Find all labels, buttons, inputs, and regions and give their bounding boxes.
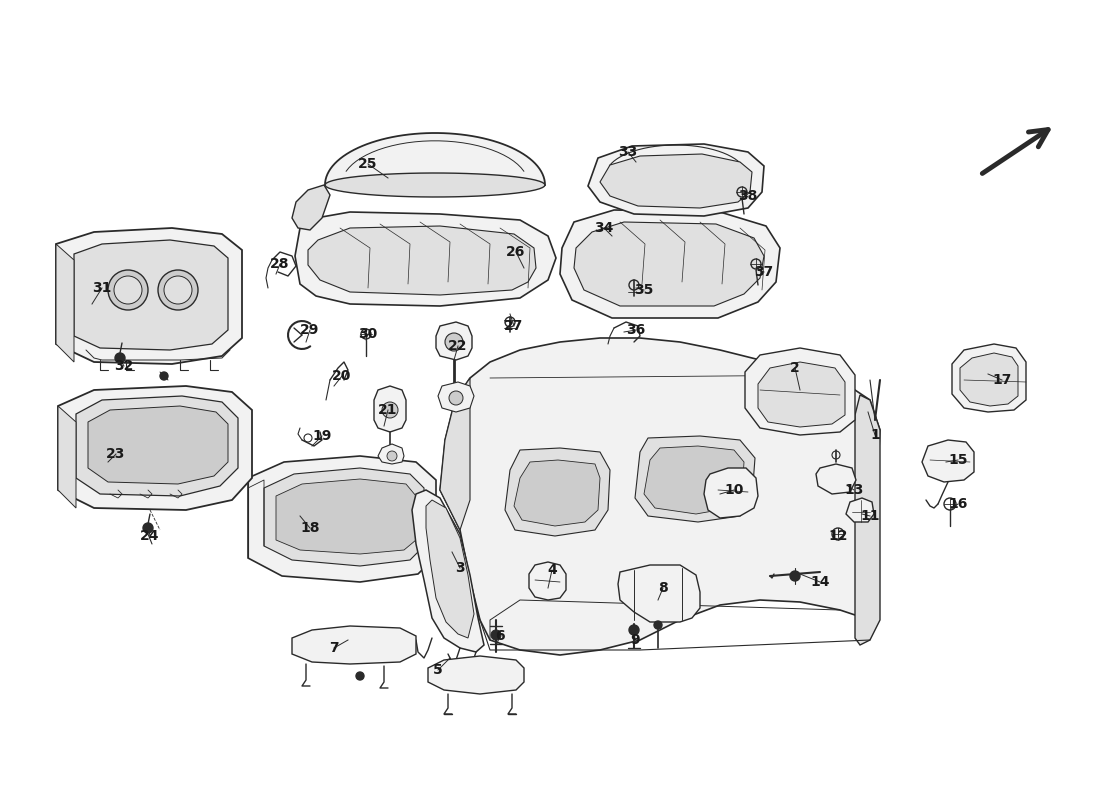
Text: 27: 27 xyxy=(504,319,524,333)
Circle shape xyxy=(654,621,662,629)
Text: 5: 5 xyxy=(433,663,443,677)
Text: 31: 31 xyxy=(92,281,112,295)
Circle shape xyxy=(790,571,800,581)
Circle shape xyxy=(143,523,153,533)
Polygon shape xyxy=(588,144,764,216)
Text: 20: 20 xyxy=(332,369,352,383)
Polygon shape xyxy=(758,362,845,427)
Polygon shape xyxy=(88,406,228,484)
Polygon shape xyxy=(412,490,484,652)
Circle shape xyxy=(382,402,398,418)
Text: 1: 1 xyxy=(870,428,880,442)
Circle shape xyxy=(164,276,192,304)
Text: 13: 13 xyxy=(845,483,864,497)
Circle shape xyxy=(356,672,364,680)
Polygon shape xyxy=(438,382,474,412)
Polygon shape xyxy=(505,448,611,536)
Polygon shape xyxy=(574,222,764,306)
Text: 3: 3 xyxy=(455,561,465,575)
Text: 6: 6 xyxy=(495,629,505,643)
Text: 22: 22 xyxy=(449,339,468,353)
Polygon shape xyxy=(76,396,238,496)
Polygon shape xyxy=(58,386,252,510)
Text: 28: 28 xyxy=(271,257,289,271)
Text: 33: 33 xyxy=(618,145,638,159)
Circle shape xyxy=(491,630,501,640)
Polygon shape xyxy=(264,468,424,566)
Text: 2: 2 xyxy=(790,361,800,375)
Text: 29: 29 xyxy=(300,323,320,337)
Polygon shape xyxy=(324,133,544,185)
Text: 30: 30 xyxy=(359,327,377,341)
Polygon shape xyxy=(326,173,544,197)
Polygon shape xyxy=(440,338,880,655)
Text: 16: 16 xyxy=(948,497,968,511)
Polygon shape xyxy=(745,348,855,435)
Polygon shape xyxy=(635,436,755,522)
Polygon shape xyxy=(704,468,758,518)
Text: 7: 7 xyxy=(329,641,339,655)
Polygon shape xyxy=(378,444,404,464)
Polygon shape xyxy=(922,440,974,482)
Text: 26: 26 xyxy=(506,245,526,259)
Text: 35: 35 xyxy=(635,283,653,297)
Polygon shape xyxy=(426,500,474,638)
Polygon shape xyxy=(292,626,416,664)
Circle shape xyxy=(446,333,463,351)
Circle shape xyxy=(629,625,639,635)
Polygon shape xyxy=(644,446,744,514)
Circle shape xyxy=(387,451,397,461)
Text: 34: 34 xyxy=(594,221,614,235)
Polygon shape xyxy=(436,322,472,360)
Circle shape xyxy=(116,353,125,363)
Polygon shape xyxy=(56,228,242,364)
Text: 8: 8 xyxy=(658,581,668,595)
Polygon shape xyxy=(292,185,330,230)
Polygon shape xyxy=(560,210,780,318)
Polygon shape xyxy=(846,498,874,522)
Text: 14: 14 xyxy=(811,575,829,589)
Text: 19: 19 xyxy=(312,429,332,443)
Polygon shape xyxy=(960,353,1018,406)
Text: 12: 12 xyxy=(828,529,848,543)
Text: 23: 23 xyxy=(107,447,125,461)
Polygon shape xyxy=(295,212,556,306)
Polygon shape xyxy=(618,565,700,622)
Text: 24: 24 xyxy=(141,529,160,543)
Text: 37: 37 xyxy=(755,265,773,279)
Polygon shape xyxy=(74,240,228,350)
Polygon shape xyxy=(374,386,406,432)
Text: 25: 25 xyxy=(359,157,377,171)
Polygon shape xyxy=(952,344,1026,412)
Text: 15: 15 xyxy=(948,453,968,467)
Circle shape xyxy=(114,276,142,304)
Circle shape xyxy=(158,270,198,310)
Text: 38: 38 xyxy=(738,189,758,203)
Polygon shape xyxy=(855,395,880,645)
Polygon shape xyxy=(56,244,74,362)
Polygon shape xyxy=(276,479,416,554)
Polygon shape xyxy=(440,378,470,530)
Text: 18: 18 xyxy=(300,521,320,535)
Text: 4: 4 xyxy=(547,563,557,577)
Text: 36: 36 xyxy=(626,323,646,337)
Text: 9: 9 xyxy=(630,633,640,647)
Polygon shape xyxy=(529,562,566,600)
Polygon shape xyxy=(600,154,752,208)
Circle shape xyxy=(449,391,463,405)
Circle shape xyxy=(160,372,168,380)
Circle shape xyxy=(108,270,148,310)
Polygon shape xyxy=(816,464,856,494)
Text: 17: 17 xyxy=(992,373,1012,387)
Text: 32: 32 xyxy=(114,359,134,373)
Text: 11: 11 xyxy=(860,509,880,523)
Polygon shape xyxy=(248,456,436,582)
Polygon shape xyxy=(308,226,536,295)
Polygon shape xyxy=(58,406,76,508)
Text: 21: 21 xyxy=(378,403,398,417)
Text: 10: 10 xyxy=(724,483,744,497)
Polygon shape xyxy=(514,460,600,526)
Polygon shape xyxy=(428,656,524,694)
